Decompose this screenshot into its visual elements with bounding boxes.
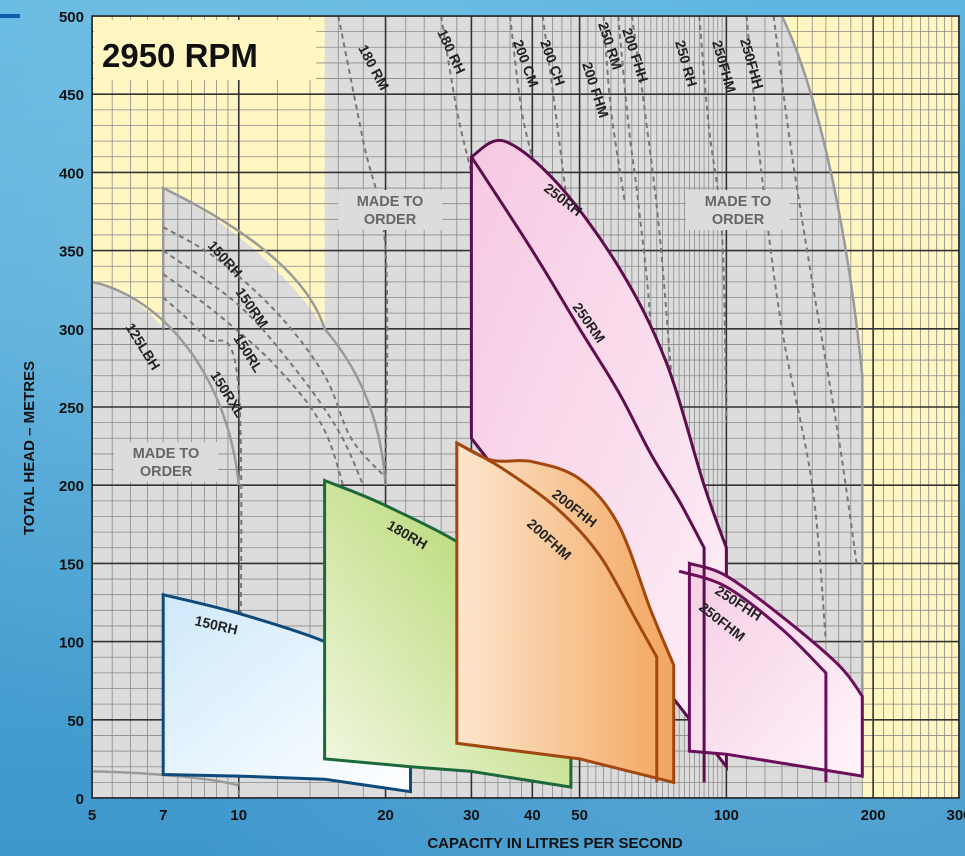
- svg-text:ORDER: ORDER: [712, 212, 765, 228]
- dashed-curve-250fhh: [772, 16, 858, 564]
- y-tick-label: 200: [59, 478, 84, 495]
- dashed-curve-250rm: [602, 16, 627, 204]
- dashed-curve-250rh: [698, 16, 728, 423]
- grey-bottom-line: [92, 770, 240, 787]
- dashed-curve-150rh: [162, 226, 387, 479]
- x-tick-label: 50: [571, 807, 588, 824]
- curve-200fhm: [456, 441, 659, 783]
- y-tick-label: 450: [59, 87, 84, 104]
- y-tick-label: 350: [59, 244, 84, 261]
- x-tick-label: 30: [463, 807, 480, 824]
- curve-250rm: [470, 155, 706, 783]
- y-tick-label: 400: [59, 165, 84, 182]
- dashed-curve-150rl: [162, 273, 353, 517]
- x-tick-label: 5: [88, 807, 96, 824]
- dashed-curve-200fhm: [630, 16, 675, 408]
- svg-text:ORDER: ORDER: [364, 212, 417, 228]
- x-axis-title: CAPACITY IN LITRES PER SECOND: [427, 835, 682, 852]
- y-tick-label: 250: [59, 400, 84, 417]
- x-tick-label: 100: [714, 807, 739, 824]
- y-axis-title: TOTAL HEAD – METRES: [21, 361, 38, 535]
- x-tick-label: 7: [159, 807, 167, 824]
- made-to-order-label-3: MADE TO ORDER: [686, 190, 790, 230]
- svg-text:MADE TO: MADE TO: [705, 194, 772, 210]
- svg-text:MADE TO: MADE TO: [133, 446, 200, 462]
- grey-outline-125lbh: [92, 280, 241, 486]
- made-to-order-label-1: MADE TO ORDER: [114, 442, 218, 482]
- made-to-order-label-2: MADE TO ORDER: [338, 190, 442, 230]
- curve-250fhm: [678, 569, 828, 783]
- dashed-curve-180rm: [337, 16, 389, 486]
- y-tick-label: 100: [59, 635, 84, 652]
- title-box: [94, 20, 316, 80]
- x-tick-label: 10: [230, 807, 247, 824]
- x-tick-label: 300: [946, 807, 965, 824]
- svg-text:ORDER: ORDER: [140, 464, 193, 480]
- y-tick-label: 50: [67, 713, 84, 730]
- dashed-curve-250fhm: [745, 16, 827, 642]
- grey-outline-150: [161, 185, 387, 486]
- grey-outline-right: [780, 16, 864, 705]
- x-tick-label: 20: [377, 807, 394, 824]
- region-200fhh: [455, 440, 676, 785]
- x-tick-label: 40: [524, 807, 541, 824]
- x-axis-ticks: 5 7 10 20 30 40 50 100 200 300: [88, 807, 965, 824]
- y-axis-ticks: 0 50 100 150 200 250 300 350 400 450 500: [59, 9, 84, 808]
- accent-mark: [0, 14, 20, 18]
- x-tick-label: 200: [861, 807, 886, 824]
- y-tick-label: 150: [59, 556, 84, 573]
- dashed-curve-150rm: [162, 249, 365, 486]
- dashed-curve-200ch: [541, 16, 572, 236]
- y-tick-label: 0: [76, 791, 84, 808]
- y-tick-label: 500: [59, 9, 84, 26]
- plot-frame: [91, 15, 960, 799]
- region-250rh: [469, 138, 728, 772]
- region-250fhh: [687, 561, 864, 778]
- chart-title: 2950 RPM: [102, 37, 258, 74]
- svg-text:MADE TO: MADE TO: [357, 194, 424, 210]
- y-tick-label: 300: [59, 322, 84, 339]
